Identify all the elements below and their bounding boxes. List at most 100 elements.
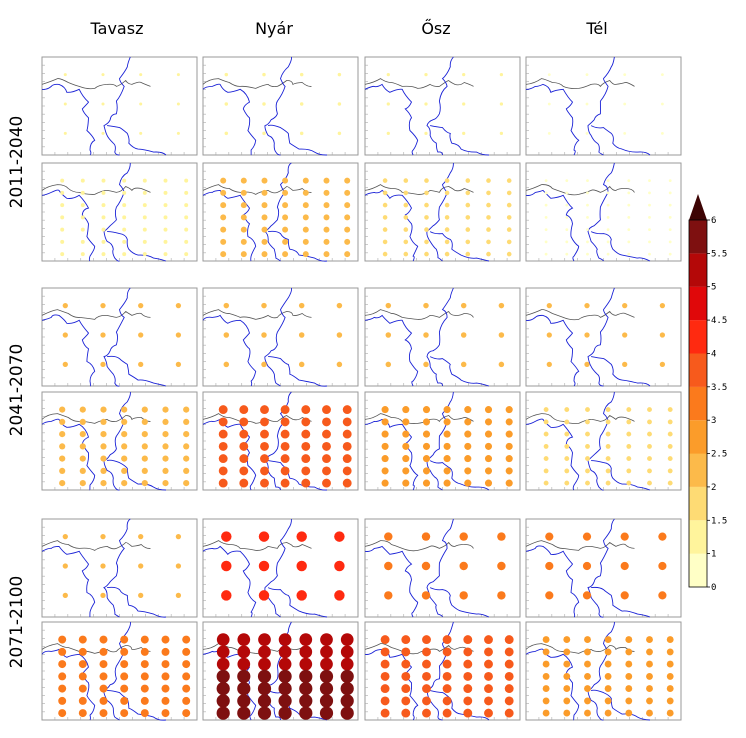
grid-point <box>261 251 268 258</box>
grid-point <box>386 102 390 106</box>
grid-point <box>100 302 106 309</box>
river-line <box>364 648 419 721</box>
grid-point <box>484 659 493 669</box>
grid-point <box>101 73 105 77</box>
grid-point <box>121 431 128 438</box>
grid-point <box>565 252 569 256</box>
river-line <box>268 460 328 491</box>
grid-point <box>218 466 228 476</box>
grid-point <box>543 407 549 413</box>
river-line <box>587 287 615 387</box>
river-line <box>41 314 96 387</box>
colorbar-bin <box>689 420 707 454</box>
grid-point <box>163 203 168 208</box>
grid-point <box>424 202 429 208</box>
grid-point <box>486 190 491 196</box>
grid-point <box>544 203 548 207</box>
grid-point <box>497 561 506 571</box>
grid-point <box>240 177 247 184</box>
grid-point <box>462 102 466 106</box>
grid-point <box>565 216 569 219</box>
map-panel <box>41 56 198 156</box>
grid-point <box>182 660 191 669</box>
colorbar-bin <box>689 520 707 554</box>
grid-point <box>220 189 227 196</box>
river-line <box>268 230 328 262</box>
grid-point <box>221 531 232 542</box>
river-line <box>202 189 257 262</box>
grid-point <box>647 407 652 413</box>
river-line <box>264 162 292 262</box>
grid-point <box>278 669 292 684</box>
grid-point <box>162 455 169 462</box>
grid-point <box>80 227 85 232</box>
grid-point <box>504 635 514 645</box>
colorbar-bin <box>689 286 707 321</box>
grid-point <box>301 417 311 427</box>
grid-point <box>648 179 651 183</box>
grid-point <box>646 672 653 680</box>
grid-point <box>58 660 67 669</box>
map-panel <box>202 391 359 491</box>
grid-point <box>660 73 664 77</box>
river-line <box>202 314 257 387</box>
grid-point <box>545 591 554 600</box>
river-line <box>103 621 131 721</box>
grid-point <box>443 467 451 475</box>
panel-frame <box>364 162 521 262</box>
grid-point <box>542 660 550 668</box>
grid-point <box>627 203 631 207</box>
grid-point <box>384 532 393 541</box>
grid-point <box>262 131 266 136</box>
grid-point <box>465 227 471 232</box>
grid-point <box>606 216 610 219</box>
grid-point <box>79 418 86 425</box>
grid-point <box>605 407 611 413</box>
grid-point <box>121 418 128 425</box>
grid-point <box>120 672 129 681</box>
grid-point <box>223 361 230 368</box>
grid-point <box>237 706 251 720</box>
grid-point <box>175 302 182 309</box>
map-panel <box>525 518 682 618</box>
grid-point <box>443 430 451 438</box>
grid-point <box>175 361 182 368</box>
grid-point <box>299 669 313 684</box>
map-panel <box>202 162 359 262</box>
grid-point <box>62 302 68 309</box>
grid-point <box>323 238 330 245</box>
grid-point <box>319 682 334 696</box>
grid-point <box>604 709 612 717</box>
grid-point <box>668 203 672 207</box>
grid-point <box>280 429 290 439</box>
grid-point <box>563 685 571 693</box>
grid-point <box>626 431 632 437</box>
map-panel <box>364 287 521 387</box>
grid-point <box>465 178 471 183</box>
grid-point <box>323 251 330 258</box>
grid-point <box>627 179 631 183</box>
grid-point <box>505 430 513 438</box>
grid-point <box>101 190 106 195</box>
grid-point <box>342 417 352 427</box>
grid-point <box>221 560 232 572</box>
grid-point <box>424 72 428 77</box>
grid-point <box>141 455 148 462</box>
country-border <box>525 184 635 196</box>
grid-point <box>296 560 307 572</box>
grid-point <box>79 455 86 462</box>
row-title-2071-2100: 2071-2100 <box>7 576 27 669</box>
grid-point <box>121 443 128 450</box>
grid-point <box>585 73 589 77</box>
grid-point <box>240 189 247 196</box>
grid-point <box>382 239 388 245</box>
panel-frame <box>41 287 198 387</box>
colorbar-tick-label: 0 <box>711 583 716 593</box>
grid-point <box>218 429 228 439</box>
grid-point <box>59 455 66 462</box>
grid-point <box>60 227 65 232</box>
grid-point <box>459 591 468 600</box>
grid-point <box>622 302 628 309</box>
grid-point <box>484 635 493 645</box>
grid-point <box>605 443 611 449</box>
